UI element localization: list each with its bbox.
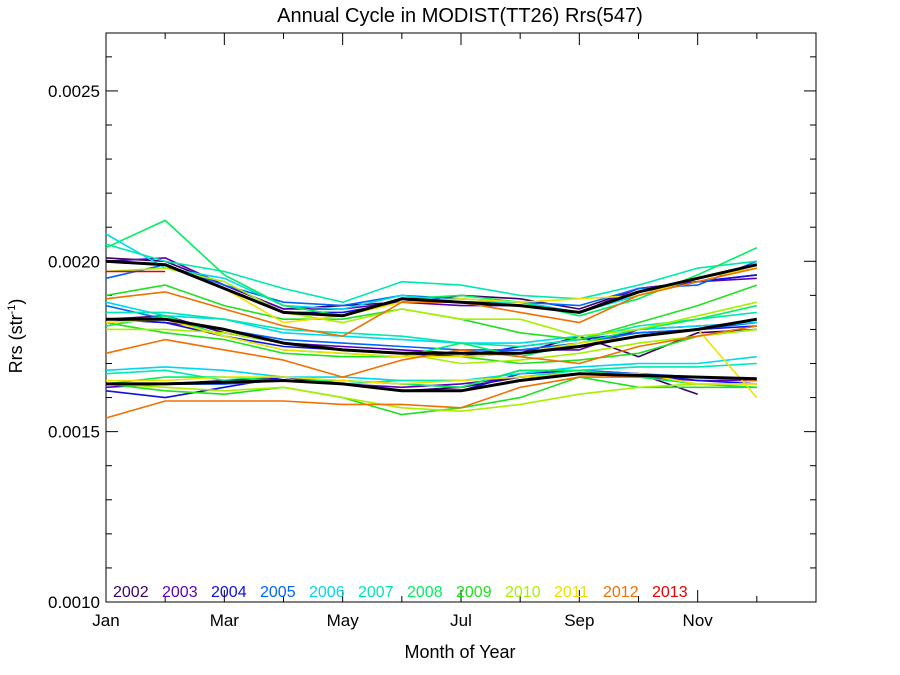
series-line-2008 (105, 219, 758, 317)
x-tick-label: Nov (683, 611, 714, 630)
legend-entry-2006: 2006 (309, 584, 345, 601)
series-line-2012 (105, 267, 757, 337)
legend-entry-2008: 2008 (407, 584, 443, 601)
x-tick-label: Jul (450, 611, 472, 630)
legend-entry-2009: 2009 (456, 584, 492, 601)
y-axis-label-end: ) (6, 299, 26, 305)
y-axis-label-sup: -1 (6, 305, 18, 315)
x-axis-label: Month of Year (404, 642, 515, 662)
x-tick-label: May (327, 611, 360, 630)
series-line-2007 (105, 243, 757, 303)
y-axis-label: Rrs (str-1) (6, 299, 26, 374)
x-tick-label: Jan (92, 611, 119, 630)
y-tick-label: 0.0010 (48, 593, 100, 612)
series-layer (105, 219, 758, 419)
series-line-2012 (105, 325, 757, 378)
mean-line (106, 372, 757, 393)
legend-entry-2007: 2007 (358, 584, 394, 601)
y-tick-label: 0.0020 (48, 252, 100, 271)
legend-entry-2013: 2013 (652, 584, 688, 601)
legend-entry-2003: 2003 (162, 584, 198, 601)
x-tick-label: Mar (210, 611, 240, 630)
mean-lines-layer (105, 259, 758, 393)
legend-entry-2010: 2010 (505, 584, 541, 601)
series-line-2010 (105, 267, 757, 337)
mean-line (105, 259, 758, 318)
series-line-2010 (105, 383, 757, 412)
series-line-2003 (105, 257, 757, 314)
y-axis-label-base: Rrs (str (6, 314, 26, 373)
y-tick-label: 0.0025 (48, 82, 100, 101)
y-tick-label: 0.0015 (48, 423, 100, 442)
axis-ticks: 0.0010 0.0015 0.0020 0.0025 Jan Mar May Jul Sep N… (48, 33, 816, 630)
legend-entry-2005: 2005 (260, 584, 296, 601)
legend: 2002 2003 2004 2005 2006 2007 2008 2009 2010 2011… (113, 584, 688, 601)
legend-entry-2004: 2004 (211, 584, 247, 601)
mean-line (106, 317, 758, 355)
series-line-2007 (106, 311, 757, 348)
legend-entry-2011: 2011 (554, 584, 589, 601)
x-tick-label: Sep (564, 611, 594, 630)
series-line-2010 (106, 328, 757, 365)
series-line-2007 (105, 362, 757, 385)
legend-entry-2012: 2012 (603, 584, 639, 601)
legend-entry-2002: 2002 (113, 584, 149, 601)
chart-title: Annual Cycle in MODIST(TT26) Rrs(547) (277, 5, 643, 27)
